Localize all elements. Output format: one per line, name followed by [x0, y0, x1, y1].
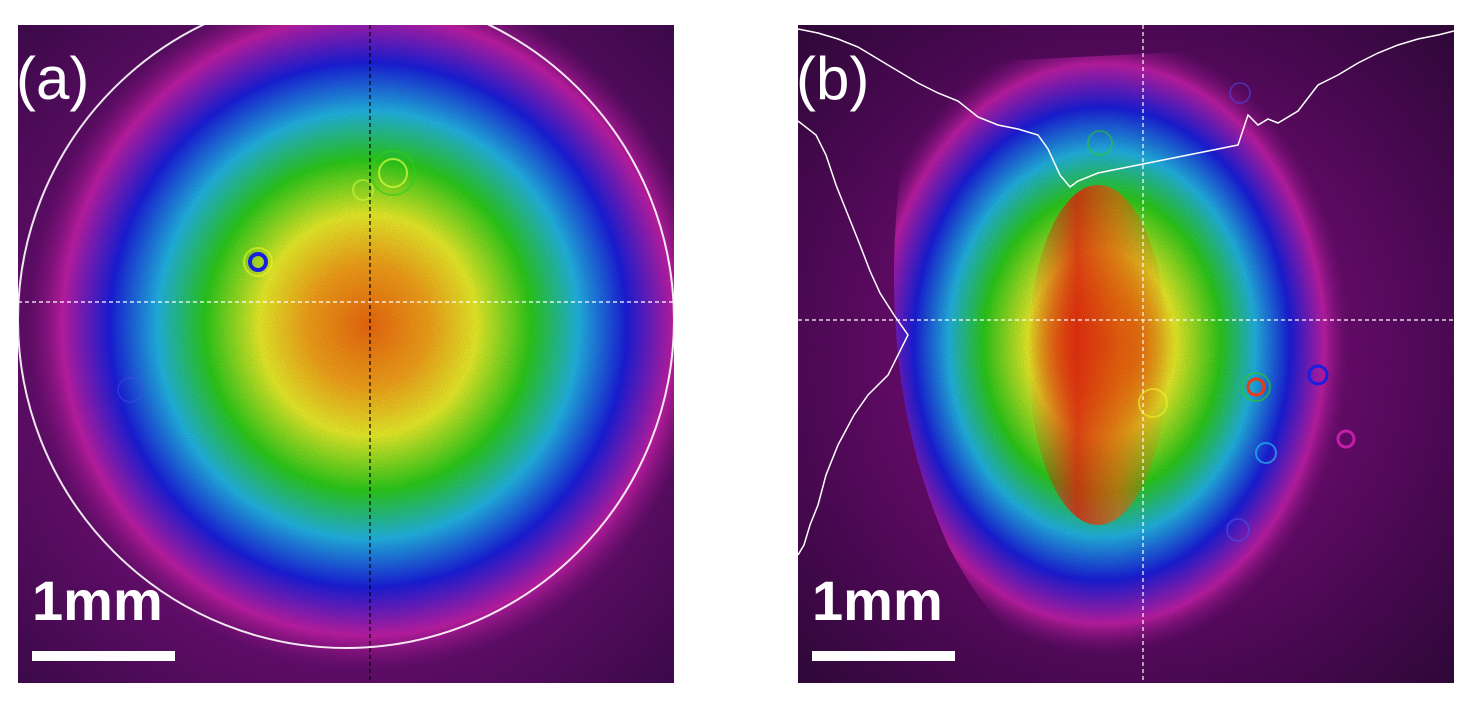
scale-bar-label-a: 1mm — [32, 569, 163, 632]
scale-bar-label-b: 1mm — [812, 569, 943, 632]
speckle-texture-a — [18, 25, 674, 683]
beam-profile-image-b — [798, 25, 1454, 683]
scale-bar-a — [32, 651, 175, 661]
aperture-circle — [18, 25, 674, 649]
beam-profile-image-a — [18, 25, 674, 683]
panel-b-beam-profile: (b) 1mm — [798, 25, 1454, 683]
diffraction-rings-a — [117, 150, 416, 403]
diffraction-rings-b — [1087, 82, 1356, 542]
panel-a-beam-profile: (a) 1mm — [18, 25, 674, 683]
horizontal-profile-trace — [798, 28, 1454, 189]
scale-bar-b — [812, 651, 955, 661]
speckle-texture-b — [798, 25, 1454, 683]
panel-label-b: (b) — [798, 45, 870, 112]
panel-label-a: (a) — [18, 45, 90, 112]
vertical-profile-trace — [798, 120, 909, 556]
